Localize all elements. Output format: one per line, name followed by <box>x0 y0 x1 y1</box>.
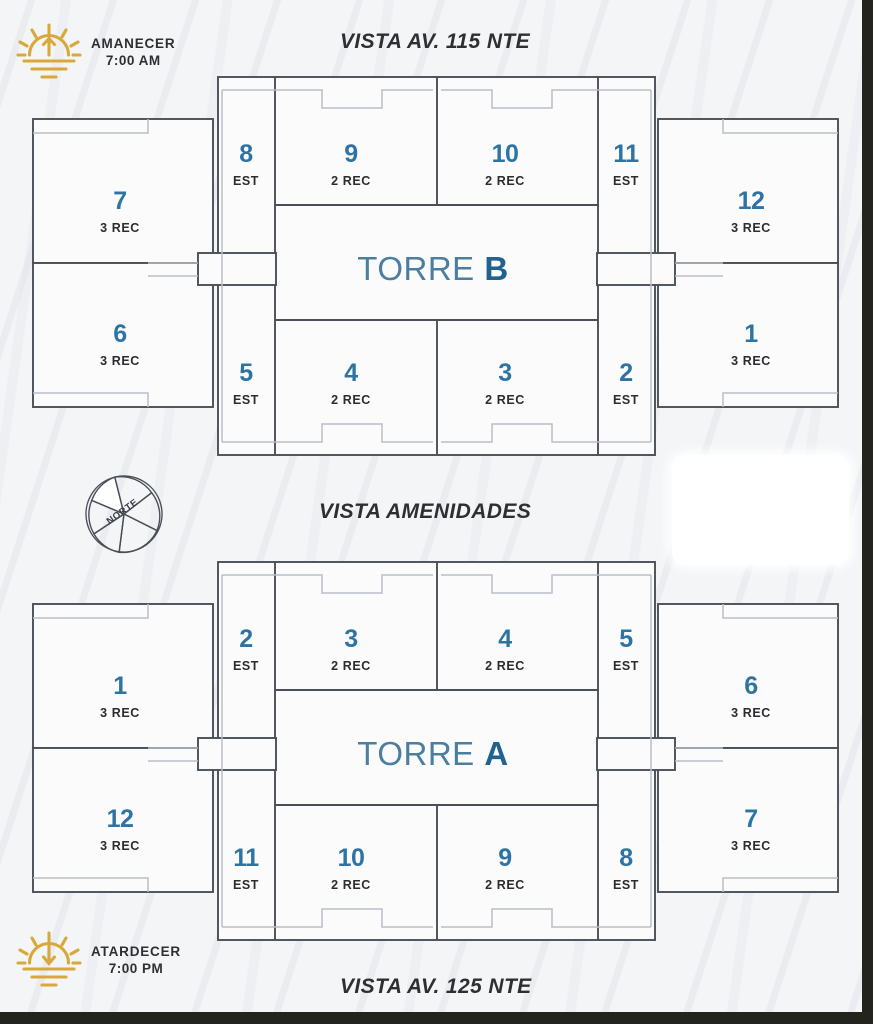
torre-a-floorplan <box>32 561 839 941</box>
unit-type: EST <box>612 878 640 892</box>
unit-type: 2 REC <box>485 174 525 188</box>
unit-type: 3 REC <box>731 839 771 853</box>
unit-type: 3 REC <box>100 221 140 235</box>
unit-type: 2 REC <box>485 659 525 673</box>
tower-title-a: TORRE A <box>357 735 508 773</box>
unit-number: 5 <box>239 359 253 387</box>
unit-type: EST <box>232 393 260 407</box>
unit-number: 2 <box>619 359 633 387</box>
unit-number: 4 <box>344 359 358 387</box>
sunrise-title: AMANECER <box>91 36 176 52</box>
unit-type: 2 REC <box>331 659 371 673</box>
sunrise-icon <box>16 23 82 79</box>
unit-torre-b-left-1[interactable]: 6 3 REC <box>100 320 140 369</box>
unit-torre-a-right-1[interactable]: 7 3 REC <box>731 805 771 854</box>
unit-type: 3 REC <box>100 839 140 853</box>
sunrise-text: AMANECER 7:00 AM <box>91 36 175 70</box>
unit-type: 3 REC <box>731 706 771 720</box>
unit-torre-b-bottom-2[interactable]: 3 2 REC <box>485 359 525 408</box>
unit-torre-b-bottom-3[interactable]: 2 EST <box>612 359 640 408</box>
unit-number: 12 <box>737 187 765 215</box>
unit-type: 3 REC <box>100 354 140 368</box>
frame-edge-right <box>862 0 873 1024</box>
unit-torre-a-top-0[interactable]: 2 EST <box>232 625 260 674</box>
unit-type: 2 REC <box>485 878 525 892</box>
unit-number: 9 <box>344 140 358 168</box>
unit-torre-b-bottom-0[interactable]: 5 EST <box>232 359 260 408</box>
unit-type: EST <box>232 174 260 188</box>
unit-torre-b-bottom-1[interactable]: 4 2 REC <box>331 359 371 408</box>
view-label-top: VISTA AV. 115 NTE <box>340 30 531 53</box>
unit-torre-b-top-2[interactable]: 10 2 REC <box>485 140 525 189</box>
unit-number: 11 <box>613 140 639 168</box>
unit-number: 3 <box>498 359 512 387</box>
tower-title-a-prefix: TORRE <box>357 735 485 772</box>
white-overlay-card <box>672 455 849 565</box>
view-label-middle: VISTA AMENIDADES <box>319 500 532 523</box>
unit-type: EST <box>612 174 640 188</box>
unit-torre-a-bottom-3[interactable]: 8 EST <box>612 844 640 893</box>
unit-type: 3 REC <box>100 706 140 720</box>
unit-number: 9 <box>498 844 512 872</box>
unit-torre-a-top-2[interactable]: 4 2 REC <box>485 625 525 674</box>
compass-rose-icon: NORTE <box>85 475 163 554</box>
tower-title-b-letter: B <box>484 250 509 287</box>
unit-number: 7 <box>113 187 127 215</box>
unit-torre-b-right-0[interactable]: 12 3 REC <box>731 187 771 236</box>
unit-number: 10 <box>337 844 365 872</box>
unit-type: EST <box>232 659 260 673</box>
sunrise-indicator: AMANECER 7:00 AM <box>16 22 175 84</box>
sunset-indicator: ATARDECER 7:00 PM <box>16 930 181 992</box>
unit-number: 10 <box>491 140 519 168</box>
unit-number: 8 <box>619 844 633 872</box>
unit-torre-b-top-0[interactable]: 8 EST <box>232 140 260 189</box>
unit-number: 2 <box>239 625 253 653</box>
unit-number: 7 <box>744 805 758 833</box>
tower-title-b: TORRE B <box>357 250 508 288</box>
unit-number: 1 <box>744 320 758 348</box>
unit-number: 4 <box>498 625 512 653</box>
compass-rose: NORTE <box>76 466 172 567</box>
unit-torre-b-left-0[interactable]: 7 3 REC <box>100 187 140 236</box>
unit-torre-a-top-3[interactable]: 5 EST <box>612 625 640 674</box>
unit-torre-a-top-1[interactable]: 3 2 REC <box>331 625 371 674</box>
unit-torre-b-top-3[interactable]: 11 EST <box>612 140 640 189</box>
unit-number: 5 <box>619 625 633 653</box>
unit-number: 1 <box>113 672 127 700</box>
unit-type: 3 REC <box>731 354 771 368</box>
tower-title-b-prefix: TORRE <box>357 250 485 287</box>
unit-torre-b-top-1[interactable]: 9 2 REC <box>331 140 371 189</box>
unit-torre-a-left-0[interactable]: 1 3 REC <box>100 672 140 721</box>
unit-number: 11 <box>233 844 259 872</box>
unit-number: 6 <box>113 320 127 348</box>
frame-edge-bottom <box>0 1012 873 1024</box>
unit-number: 8 <box>239 140 253 168</box>
sunrise-time: 7:00 AM <box>105 53 161 68</box>
tower-title-a-letter: A <box>484 735 509 772</box>
view-label-bottom: VISTA AV. 125 NTE <box>340 975 532 998</box>
sunset-title: ATARDECER <box>91 944 181 960</box>
unit-torre-a-bottom-2[interactable]: 9 2 REC <box>485 844 525 893</box>
unit-torre-b-right-1[interactable]: 1 3 REC <box>731 320 771 369</box>
unit-type: EST <box>612 659 640 673</box>
unit-torre-a-bottom-1[interactable]: 10 2 REC <box>331 844 371 893</box>
unit-type: 2 REC <box>331 393 371 407</box>
unit-type: EST <box>612 393 640 407</box>
unit-number: 6 <box>744 672 758 700</box>
unit-type: 3 REC <box>731 221 771 235</box>
unit-torre-a-right-0[interactable]: 6 3 REC <box>731 672 771 721</box>
unit-type: EST <box>232 878 260 892</box>
unit-number: 12 <box>106 805 134 833</box>
unit-type: 2 REC <box>331 174 371 188</box>
unit-torre-a-left-1[interactable]: 12 3 REC <box>100 805 140 854</box>
sunset-text: ATARDECER 7:00 PM <box>91 944 181 978</box>
sunset-time: 7:00 PM <box>108 961 164 976</box>
unit-number: 3 <box>344 625 358 653</box>
unit-type: 2 REC <box>331 878 371 892</box>
unit-torre-a-bottom-0[interactable]: 11 EST <box>232 844 260 893</box>
torre-b-floorplan <box>32 76 839 456</box>
unit-type: 2 REC <box>485 393 525 407</box>
sunset-icon <box>16 931 82 987</box>
